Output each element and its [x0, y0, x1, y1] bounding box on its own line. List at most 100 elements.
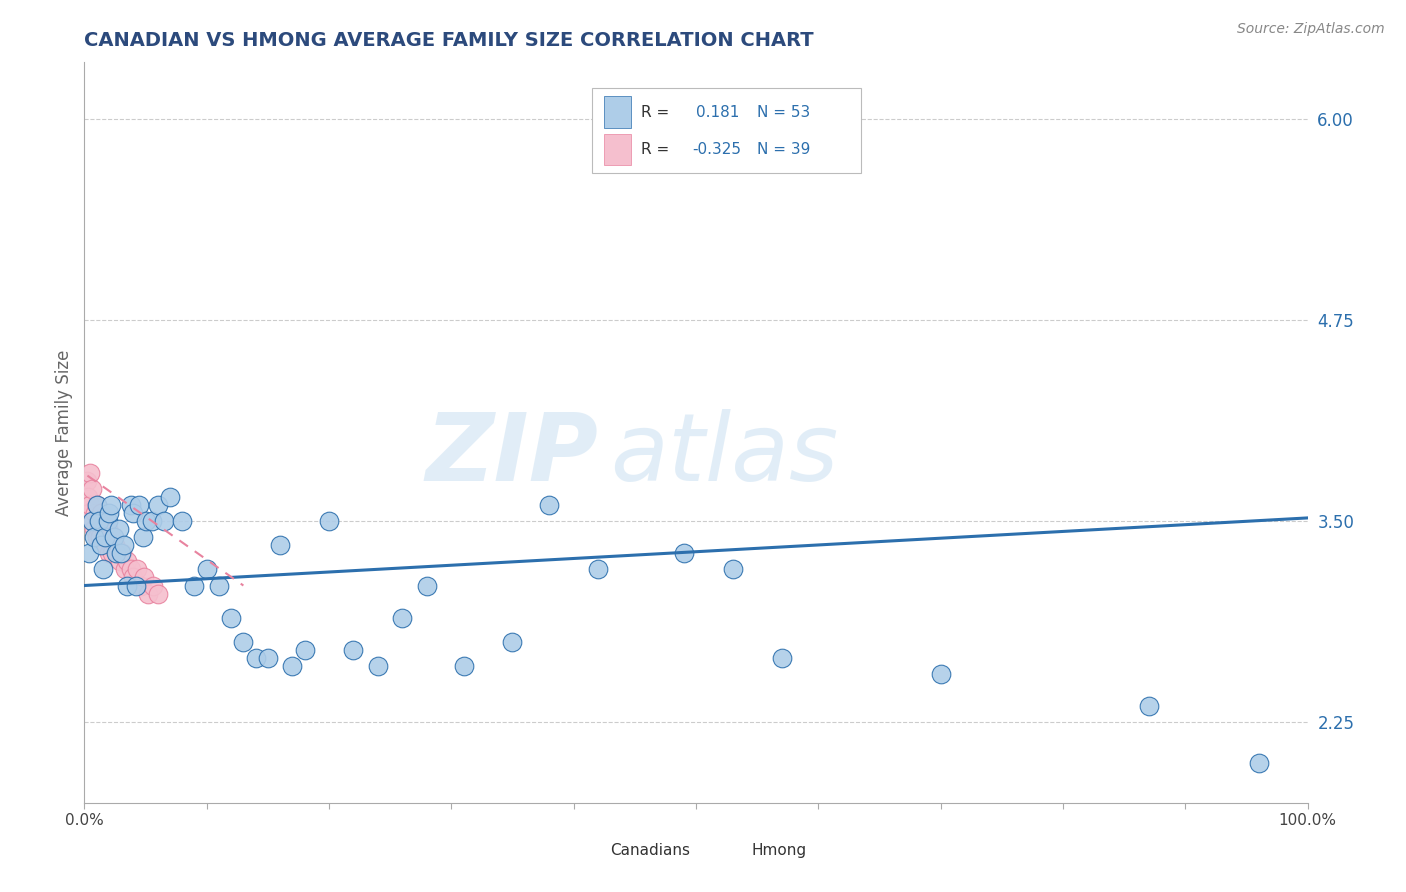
Point — [83, 530, 105, 544]
Text: R =: R = — [641, 142, 669, 157]
Text: 0.181: 0.181 — [696, 104, 740, 120]
Point — [111, 546, 134, 560]
Point — [929, 667, 952, 681]
Point — [1247, 756, 1270, 770]
Point — [136, 586, 159, 600]
Point — [96, 538, 118, 552]
Point — [93, 522, 115, 536]
Point — [416, 578, 439, 592]
Point — [76, 474, 98, 488]
Point — [115, 554, 138, 568]
Point — [125, 578, 148, 592]
Point — [208, 578, 231, 592]
Point — [107, 522, 129, 536]
Text: atlas: atlas — [610, 409, 838, 500]
Point — [367, 659, 389, 673]
Point — [721, 562, 744, 576]
Text: CANADIAN VS HMONG AVERAGE FAMILY SIZE CORRELATION CHART: CANADIAN VS HMONG AVERAGE FAMILY SIZE CO… — [84, 30, 814, 50]
Point — [122, 570, 145, 584]
Point — [77, 506, 100, 520]
Point — [103, 530, 125, 544]
Point — [98, 530, 121, 544]
Point — [97, 514, 120, 528]
Point — [269, 538, 291, 552]
Point — [135, 514, 157, 528]
Point — [502, 635, 524, 649]
Point — [257, 651, 280, 665]
Text: N = 39: N = 39 — [758, 142, 810, 157]
Point — [105, 546, 128, 560]
Point — [146, 586, 169, 600]
Point — [114, 562, 136, 576]
Point — [281, 659, 304, 673]
Point — [672, 546, 695, 560]
Point — [142, 578, 165, 592]
Point — [94, 530, 117, 544]
Text: -0.325: -0.325 — [692, 142, 741, 157]
Point — [91, 562, 114, 576]
Point — [90, 538, 112, 552]
Point — [342, 643, 364, 657]
Point — [97, 506, 120, 520]
Point — [100, 498, 122, 512]
Point — [195, 562, 218, 576]
Point — [245, 651, 267, 665]
Text: R =: R = — [641, 104, 669, 120]
Bar — [605, 134, 631, 165]
Point — [104, 538, 127, 552]
Bar — [714, 838, 741, 864]
Point — [1137, 699, 1160, 714]
Point — [391, 611, 413, 625]
Point — [108, 554, 131, 568]
Point — [172, 514, 194, 528]
Bar — [605, 96, 631, 128]
Point — [97, 522, 120, 536]
Point — [83, 522, 105, 536]
Point — [232, 635, 254, 649]
Point — [219, 611, 242, 625]
Point — [87, 522, 110, 536]
Point — [79, 466, 101, 480]
Point — [77, 546, 100, 560]
Point — [100, 538, 122, 552]
Point — [90, 506, 112, 520]
Point — [86, 530, 108, 544]
Point — [82, 514, 104, 528]
Point — [294, 643, 316, 657]
Point — [89, 530, 111, 544]
Point — [77, 490, 100, 504]
Point — [129, 578, 152, 592]
Point — [586, 562, 609, 576]
Text: Hmong: Hmong — [751, 844, 806, 858]
Point — [91, 514, 114, 528]
Point — [134, 570, 156, 584]
Text: ZIP: ZIP — [425, 409, 598, 500]
Point — [770, 651, 793, 665]
Point — [146, 498, 169, 512]
Point — [453, 659, 475, 673]
Point — [128, 498, 150, 512]
Point — [80, 514, 103, 528]
Point — [94, 530, 117, 544]
Point — [86, 498, 108, 512]
Point — [538, 498, 561, 512]
Point — [87, 514, 110, 528]
Point — [318, 514, 340, 528]
Point — [153, 514, 176, 528]
Point — [120, 562, 142, 576]
Point — [110, 546, 132, 560]
Point — [120, 498, 142, 512]
Point — [87, 514, 110, 528]
Point — [97, 546, 120, 560]
Point — [132, 530, 155, 544]
Point — [141, 514, 163, 528]
Point — [105, 546, 128, 560]
Bar — [574, 838, 600, 864]
Point — [159, 490, 181, 504]
Point — [122, 506, 145, 520]
Point — [80, 482, 103, 496]
Point — [112, 538, 135, 552]
Point — [103, 530, 125, 544]
Text: Source: ZipAtlas.com: Source: ZipAtlas.com — [1237, 22, 1385, 37]
Point — [183, 578, 205, 592]
